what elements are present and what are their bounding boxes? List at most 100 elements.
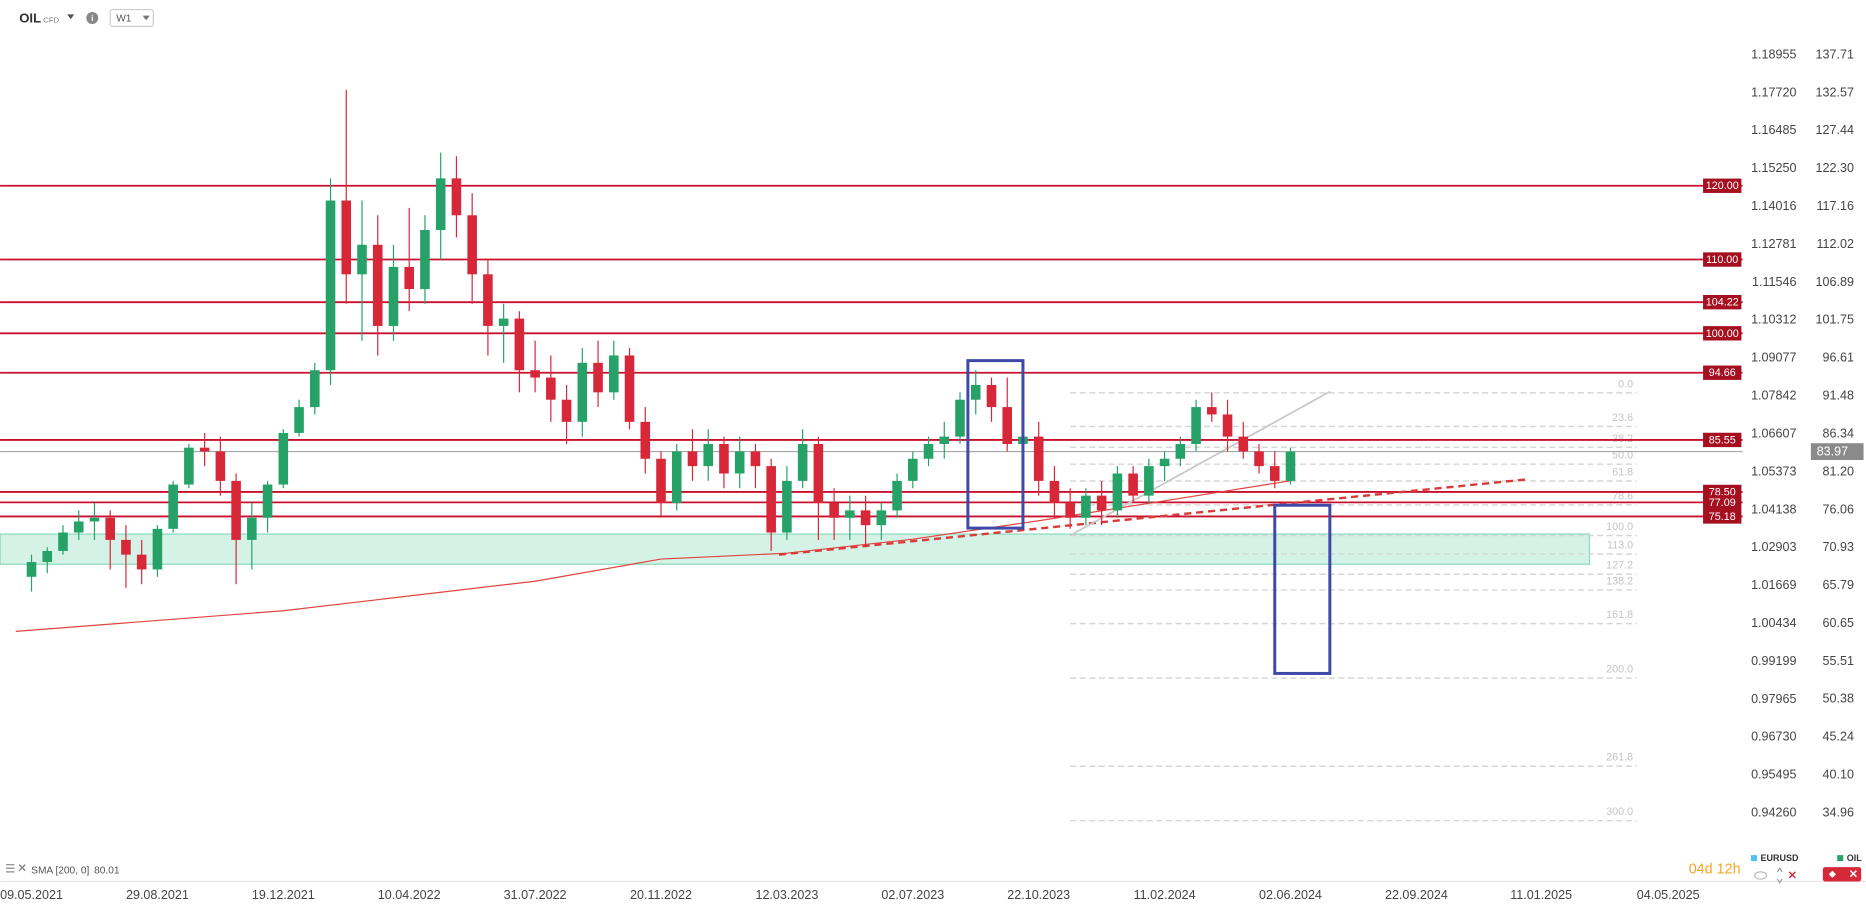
dropdown-arrow[interactable]: [67, 14, 75, 20]
remove-icon[interactable]: [1788, 871, 1796, 879]
level-label: 120.00: [1706, 180, 1739, 192]
candle-body: [514, 318, 525, 371]
sma-legend: SMA [200, 0]: [31, 865, 89, 876]
x-tick-label: 02.07.2023: [881, 888, 944, 902]
level-label: 104.22: [1706, 297, 1739, 309]
candle-body: [1191, 407, 1201, 444]
candle-body: [121, 539, 131, 555]
candle-body: [656, 458, 666, 504]
range-box: [966, 359, 1025, 530]
y-tick-label: 132.57: [1816, 85, 1854, 99]
x-tick-label: 02.06.2024: [1259, 888, 1322, 902]
candle-body: [231, 480, 241, 540]
y-tick-label: 50.38: [1823, 692, 1854, 706]
dropdown-arrow[interactable]: [142, 15, 150, 21]
candle-body: [341, 200, 352, 275]
y2-tick-label: 0.97965: [1751, 692, 1796, 706]
interval: W1: [116, 13, 132, 24]
level-label: 94.66: [1709, 367, 1736, 379]
candle-body: [105, 517, 115, 540]
legend-y[interactable]: OIL: [1847, 853, 1862, 863]
candle-body: [1049, 480, 1060, 504]
candle-body: [152, 528, 163, 570]
y-tick-label: 112.02: [1816, 237, 1854, 251]
y-tick-label: 122.30: [1816, 161, 1854, 175]
y-tick-label: 40.10: [1823, 768, 1854, 782]
candle-body: [813, 443, 824, 504]
candle-body: [294, 407, 304, 433]
level-label-bg: [1703, 326, 1742, 341]
level-label-bg: [1703, 432, 1742, 448]
symbol-type: CFD: [43, 15, 59, 24]
candle-body: [939, 436, 950, 444]
fib-label: 23.6: [1612, 412, 1633, 424]
candle-body: [609, 355, 619, 393]
candle-body: [310, 370, 320, 408]
candle-body: [58, 532, 68, 551]
y2-tick-label: 0.95495: [1751, 768, 1796, 782]
symbol[interactable]: OIL: [19, 11, 41, 26]
legend-y2[interactable]: EURUSD: [1761, 853, 1799, 863]
x-tick-label: 22.10.2023: [1007, 888, 1070, 902]
fib-label: 138.2: [1606, 575, 1633, 587]
fib-label: 38.2: [1612, 433, 1633, 445]
y-tick-label: 60.65: [1823, 616, 1854, 630]
eye-icon[interactable]: [1753, 871, 1768, 880]
candle-body: [26, 562, 37, 577]
y2-tick-label: 0.96730: [1751, 730, 1796, 744]
y2-tick-label: 1.09077: [1751, 351, 1796, 365]
candle-body: [766, 466, 776, 533]
y2-tick-label: 1.14016: [1751, 199, 1796, 213]
sma-value: 80.01: [94, 865, 120, 876]
y-tick-label: 86.34: [1823, 426, 1854, 440]
candle-body: [467, 215, 477, 275]
x-tick-label: 11.02.2024: [1134, 888, 1196, 902]
candle-body: [1222, 414, 1233, 437]
y-tick-label: 55.51: [1823, 654, 1854, 668]
candle-body: [1002, 407, 1013, 444]
fib-label: 261.8: [1606, 752, 1633, 764]
candle-body: [1144, 466, 1154, 496]
fib-label: 161.8: [1606, 609, 1633, 621]
candle-body: [199, 447, 210, 452]
trendline: [1069, 390, 1331, 537]
candle-body: [1269, 466, 1280, 481]
y2-tick-label: 1.00434: [1751, 616, 1796, 630]
candle-body: [483, 274, 493, 326]
y-tick-label: 65.79: [1823, 578, 1854, 592]
candle-body: [719, 443, 729, 474]
y2-tick-label: 1.06607: [1751, 426, 1796, 440]
candle-body: [357, 244, 367, 275]
interval-select[interactable]: [109, 8, 154, 27]
candle-body: [420, 230, 430, 290]
order-icon[interactable]: [1776, 867, 1783, 884]
candle-body: [1159, 458, 1170, 467]
candle-body: [845, 510, 855, 518]
close-icon[interactable]: [18, 864, 26, 872]
candle-body: [687, 451, 698, 467]
support-zone: [0, 533, 1591, 565]
level-label-bg: [1703, 178, 1742, 193]
y-tick-label: 81.20: [1823, 464, 1854, 478]
y-tick-label: 70.93: [1823, 540, 1854, 554]
candle-body: [640, 421, 651, 459]
remove-button[interactable]: [1822, 867, 1862, 882]
fib-label: 127.2: [1606, 560, 1633, 572]
candle-body: [1112, 473, 1123, 511]
candle-body: [325, 200, 336, 371]
candle-body: [1238, 436, 1249, 452]
candle-body: [262, 484, 273, 518]
swap-glyph: [1828, 870, 1837, 878]
candle-body: [1254, 451, 1264, 467]
y2-tick-label: 1.15250: [1751, 161, 1796, 175]
info-icon[interactable]: [86, 11, 99, 24]
x-tick-label: 12.03.2023: [755, 888, 818, 902]
countdown: 04d 12h: [1689, 861, 1741, 877]
candle-body: [184, 447, 194, 485]
x-tick-label: 31.07.2022: [504, 888, 567, 902]
fib-label: 100.0: [1606, 521, 1633, 533]
last-price-label: 83.97: [1817, 445, 1848, 459]
menu-icon[interactable]: [6, 864, 15, 873]
